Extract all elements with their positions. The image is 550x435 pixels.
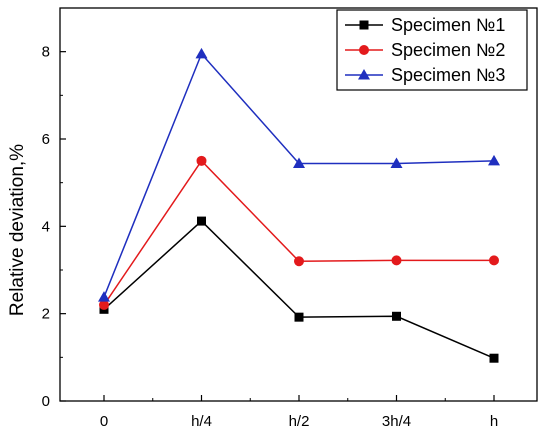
data-point xyxy=(488,154,500,166)
data-point xyxy=(391,255,402,266)
series-3 xyxy=(98,47,500,302)
data-point xyxy=(293,157,305,168)
y-tick-label: 0 xyxy=(42,393,50,410)
legend: Specimen №1 Specimen №2 Specimen №3 xyxy=(336,9,528,91)
data-point xyxy=(392,311,401,321)
data-point xyxy=(390,157,403,168)
y-tick-label: 2 xyxy=(42,306,50,323)
legend-marker xyxy=(359,45,369,55)
data-point xyxy=(196,155,207,166)
x-tick-label: h xyxy=(490,413,498,430)
legend-label: Specimen №1 xyxy=(391,15,505,35)
axes: 0 2 4 6 8 0 h/4 h/2 3h/4 h xyxy=(42,7,538,430)
data-point xyxy=(489,353,499,363)
data-point xyxy=(294,256,304,267)
legend-label: Specimen №3 xyxy=(391,65,505,85)
data-point xyxy=(197,216,206,226)
legend-item: Specimen №1 xyxy=(345,15,505,35)
data-point xyxy=(99,299,109,310)
legend-marker xyxy=(359,20,369,30)
y-tick-label: 6 xyxy=(42,131,50,148)
legend-item: Specimen №2 xyxy=(345,40,505,60)
legend-box xyxy=(336,9,528,91)
data-point xyxy=(98,291,110,302)
series-line xyxy=(103,159,494,306)
data-point xyxy=(489,255,499,266)
series-1 xyxy=(99,216,499,363)
series-line xyxy=(103,220,495,359)
series-layer xyxy=(98,47,500,363)
series-2 xyxy=(99,155,499,310)
x-tick-label: 0 xyxy=(100,413,108,430)
legend-label: Specimen №2 xyxy=(391,40,505,60)
legend-item: Specimen №3 xyxy=(345,65,505,85)
x-tick-label: h/4 xyxy=(191,413,212,430)
x-tick-label: 3h/4 xyxy=(382,413,411,430)
legend-marker xyxy=(358,69,370,80)
y-tick-label: 8 xyxy=(42,44,50,61)
y-tick-label: 4 xyxy=(42,218,50,235)
data-point xyxy=(195,47,208,59)
y-axis-title: Relative deviation,% xyxy=(7,144,28,316)
data-point xyxy=(294,312,304,322)
x-tick-label: h/2 xyxy=(289,413,310,430)
